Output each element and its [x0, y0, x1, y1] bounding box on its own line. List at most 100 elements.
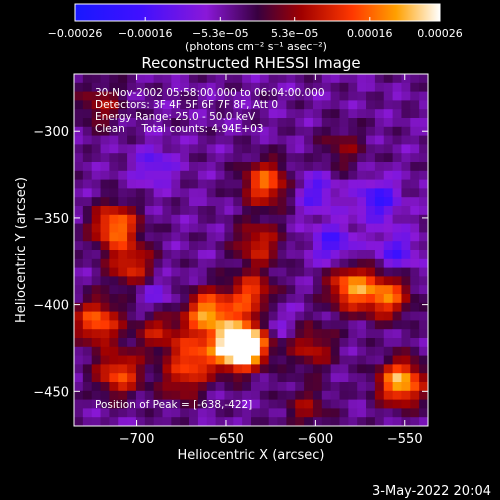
- heatmap-cell: [215, 320, 225, 330]
- heatmap-cell: [312, 241, 323, 251]
- heatmap-cell: [339, 91, 349, 101]
- heatmap-cell: [162, 197, 172, 207]
- heatmap-cell: [392, 285, 402, 295]
- heatmap-cell: [357, 91, 367, 101]
- heatmap-cell: [162, 364, 172, 374]
- heatmap-cell: [392, 390, 402, 400]
- heatmap-cell: [197, 197, 208, 207]
- heatmap-cell: [321, 329, 332, 339]
- heatmap-cell: [224, 179, 234, 189]
- heatmap-cell: [109, 100, 119, 110]
- heatmap-cell: [259, 91, 270, 101]
- heatmap-cell: [180, 302, 190, 312]
- heatmap-cell: [401, 302, 411, 312]
- heatmap-cell: [251, 162, 261, 172]
- heatmap-cell: [215, 329, 225, 339]
- heatmap-cell: [401, 241, 411, 251]
- heatmap-cell: [419, 276, 429, 286]
- heatmap-cell: [224, 118, 234, 128]
- heatmap-cell: [339, 135, 349, 145]
- heatmap-cell: [109, 135, 119, 145]
- heatmap-cell: [419, 302, 429, 312]
- heatmap-cell: [109, 118, 119, 128]
- heatmap-cell: [91, 329, 101, 339]
- heatmap-cell: [91, 135, 101, 145]
- heatmap-cell: [339, 170, 349, 180]
- heatmap-cell: [242, 408, 252, 418]
- heatmap-cell: [215, 170, 225, 180]
- heatmap-cell: [251, 355, 261, 365]
- heatmap-cell: [233, 267, 243, 277]
- heatmap-cell: [135, 267, 146, 277]
- heatmap-cell: [242, 355, 252, 365]
- heatmap-cell: [224, 135, 234, 145]
- heatmap-cell: [153, 135, 163, 145]
- heatmap-cell: [100, 364, 110, 374]
- heatmap-cell: [82, 135, 93, 145]
- heatmap-cell: [357, 144, 367, 154]
- heatmap-cell: [410, 285, 420, 295]
- heatmap-cell: [286, 91, 296, 101]
- heatmap-cell: [410, 109, 420, 119]
- heatmap-cell: [251, 74, 261, 84]
- heatmap-cell: [277, 311, 287, 321]
- heatmap-cell: [321, 214, 332, 224]
- heatmap-cell: [74, 276, 84, 286]
- heatmap-cell: [330, 382, 340, 392]
- heatmap-cell: [109, 338, 119, 348]
- heatmap-cell: [304, 276, 314, 286]
- heatmap-cell: [268, 74, 278, 84]
- heatmap-cell: [180, 329, 190, 339]
- heatmap-cell: [206, 197, 216, 207]
- heatmap-cell: [197, 126, 208, 136]
- heatmap-cell: [286, 135, 296, 145]
- heatmap-cell: [224, 144, 234, 154]
- heatmap-cell: [74, 311, 84, 321]
- heatmap-cell: [419, 162, 429, 172]
- heatmap-cell: [91, 214, 101, 224]
- heatmap-cell: [259, 82, 270, 92]
- heatmap-cell: [171, 100, 181, 110]
- heatmap-cell: [286, 338, 296, 348]
- heatmap-cell: [419, 390, 429, 400]
- heatmap-cell: [251, 223, 261, 233]
- heatmap-cell: [171, 170, 181, 180]
- heatmap-cell: [419, 170, 429, 180]
- heatmap-cell: [374, 338, 385, 348]
- heatmap-cell: [277, 232, 287, 242]
- heatmap-cell: [330, 179, 340, 189]
- heatmap-cell: [321, 302, 332, 312]
- heatmap-cell: [286, 399, 296, 409]
- heatmap-cell: [100, 232, 110, 242]
- heatmap-cell: [144, 232, 155, 242]
- heatmap-cell: [233, 188, 243, 198]
- heatmap-cell: [82, 162, 93, 172]
- heatmap-cell: [242, 100, 252, 110]
- heatmap-cell: [91, 82, 101, 92]
- heatmap-cell: [321, 241, 332, 251]
- heatmap-cell: [215, 206, 225, 216]
- heatmap-cell: [215, 197, 225, 207]
- heatmap-cell: [233, 382, 243, 392]
- heatmap-cell: [180, 162, 190, 172]
- heatmap-cell: [374, 417, 385, 427]
- heatmap-cell: [339, 214, 349, 224]
- heatmap-cell: [180, 364, 190, 374]
- heatmap-cell: [144, 311, 155, 321]
- heatmap-cell: [339, 373, 349, 383]
- heatmap-cell: [401, 320, 411, 330]
- heatmap-cell: [374, 82, 385, 92]
- colorbar-tick-label: 0.00026: [417, 27, 463, 40]
- heatmap-cell: [357, 188, 367, 198]
- colorbar-ticks: −0.00026 −0.00016 −5.3e−05 5.3e−05 0.00016 0.…: [48, 17, 463, 40]
- heatmap-cell: [419, 144, 429, 154]
- heatmap-cell: [100, 417, 110, 427]
- heatmap-cell: [233, 118, 243, 128]
- heatmap-cell: [295, 223, 305, 233]
- heatmap-cell: [144, 417, 155, 427]
- heatmap-cell: [277, 320, 287, 330]
- heatmap-cell: [330, 135, 340, 145]
- heatmap-cell: [153, 170, 163, 180]
- heatmap-cell: [74, 179, 84, 189]
- heatmap-cell: [144, 188, 155, 198]
